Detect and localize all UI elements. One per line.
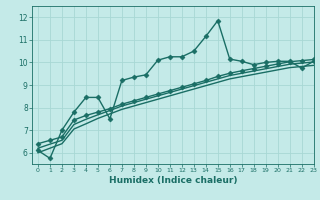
X-axis label: Humidex (Indice chaleur): Humidex (Indice chaleur) [108, 176, 237, 185]
